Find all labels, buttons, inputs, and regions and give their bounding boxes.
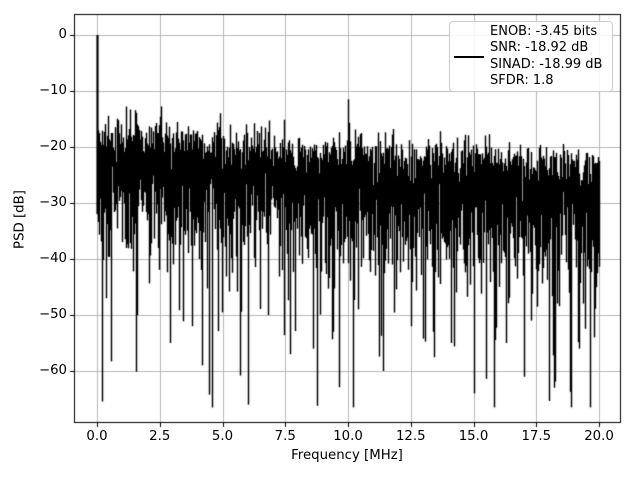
legend-text-block: ENOB: -3.45 bits SNR: -18.92 dB SINAD: -…	[490, 24, 608, 90]
legend-line-sample	[454, 55, 484, 58]
legend-handle-column	[454, 55, 490, 58]
x-tick-label: 0.0	[86, 429, 108, 444]
y-tick-label: −20	[38, 139, 67, 154]
legend-snr-label: SNR: -18.92 dB	[490, 40, 589, 55]
y-tick-label: 0	[58, 27, 67, 42]
y-tick-label: −10	[38, 83, 67, 98]
y-tick-label: −50	[38, 307, 67, 322]
legend-enob-label: ENOB: -3.45 bits	[490, 23, 598, 39]
y-tick-label: −40	[38, 251, 67, 266]
x-tick-label: 20.0	[584, 429, 614, 444]
x-tick-label: 15.0	[458, 429, 489, 444]
y-tick-label: −60	[38, 363, 67, 378]
legend-sinad-label: SINAD: -18.99 dB	[490, 56, 603, 72]
y-axis-label: PSD [dB]	[12, 190, 28, 249]
legend: ENOB: -3.45 bits SNR: -18.92 dB SINAD: -…	[449, 21, 613, 92]
x-tick-label: 7.5	[274, 429, 296, 444]
x-tick-label: 10.0	[333, 429, 363, 444]
x-axis-label: Frequency [MHz]	[291, 448, 403, 463]
x-tick-label: 5.0	[211, 429, 234, 444]
x-tick-label: 2.5	[149, 429, 171, 444]
y-tick-label: −30	[38, 195, 67, 210]
x-tick-label: 17.5	[521, 429, 552, 444]
x-tick-label: 12.5	[395, 429, 426, 444]
legend-sfdr-label: SFDR: 1.8	[490, 73, 554, 88]
